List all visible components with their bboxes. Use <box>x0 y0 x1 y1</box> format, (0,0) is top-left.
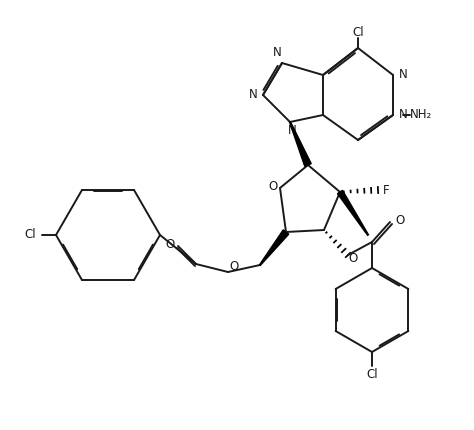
Polygon shape <box>260 230 289 265</box>
Text: O: O <box>165 237 174 251</box>
Text: Cl: Cl <box>352 25 364 39</box>
Text: O: O <box>395 214 405 227</box>
Polygon shape <box>290 122 311 166</box>
Text: Cl: Cl <box>24 228 36 242</box>
Text: Cl: Cl <box>366 368 378 381</box>
Polygon shape <box>337 190 368 235</box>
Text: O: O <box>348 252 357 265</box>
Text: N: N <box>249 89 257 101</box>
Text: NH₂: NH₂ <box>410 108 432 122</box>
Text: F: F <box>383 184 389 197</box>
Text: N: N <box>273 46 282 59</box>
Text: O: O <box>268 179 278 193</box>
Text: O: O <box>229 261 238 273</box>
Text: N: N <box>399 108 407 122</box>
Text: N: N <box>288 123 296 136</box>
Text: N: N <box>399 68 407 82</box>
